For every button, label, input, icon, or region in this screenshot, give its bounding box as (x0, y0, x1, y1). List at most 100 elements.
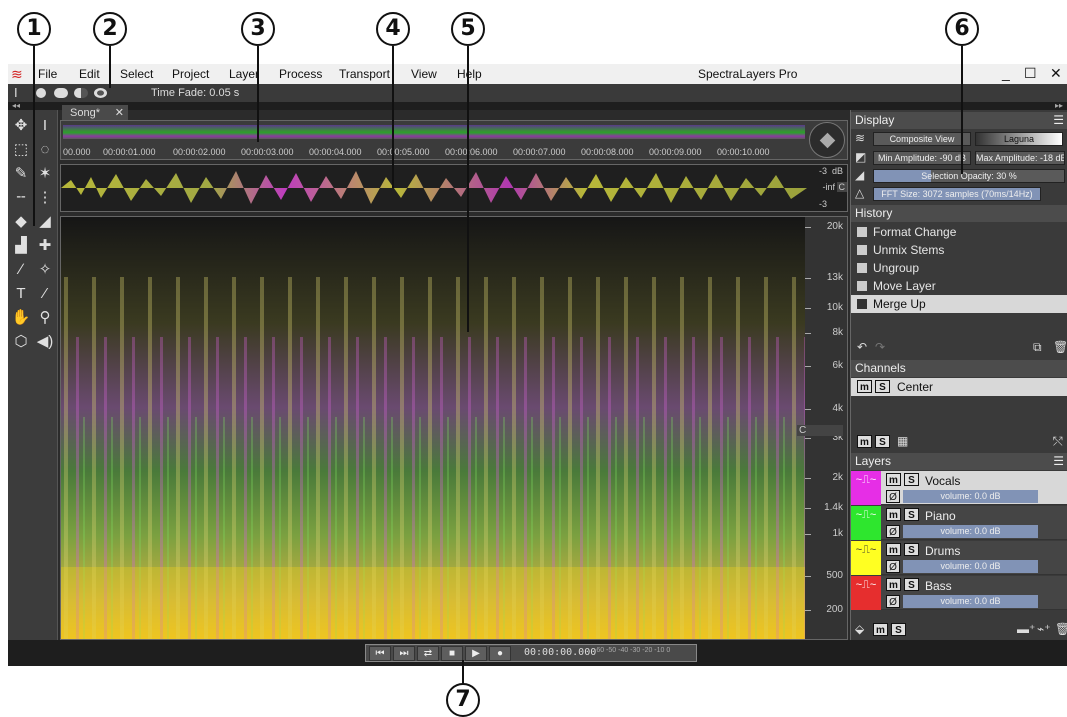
close-button[interactable]: ✕ (1050, 65, 1062, 81)
record-button[interactable]: ● (489, 646, 511, 661)
layer-solo-button[interactable]: S (904, 508, 919, 521)
overview-strip[interactable] (63, 125, 805, 139)
time-select-tool-icon[interactable]: I (42, 117, 48, 134)
channels-grid-icon[interactable]: ▦ (897, 434, 909, 448)
undo-icon[interactable]: ↶ (857, 340, 868, 354)
fade-shape-1-icon[interactable] (36, 88, 46, 98)
layers-solo-all-button[interactable]: S (891, 623, 906, 636)
freehand-select-icon[interactable]: ╌ (16, 189, 26, 206)
rectangle-select-icon[interactable]: ⬚ (13, 141, 29, 158)
navigator-widget[interactable] (809, 122, 845, 158)
layer-mute-button[interactable]: m (886, 473, 901, 486)
pencil-icon[interactable]: ∕ (19, 261, 23, 278)
layer-mute-button[interactable]: m (886, 543, 901, 556)
dropper-icon[interactable]: ⁄ (43, 285, 47, 302)
layer-solo-button[interactable]: S (904, 473, 919, 486)
layer-row-vocals[interactable]: ~⎍~ m S Vocals Ø volume: 0.0 dB (851, 471, 1067, 505)
timeline-overview[interactable]: 00.000 00:00:01.000 00:00:02.000 00:00:0… (60, 120, 848, 160)
soft-eraser-icon[interactable]: ◢ (39, 213, 51, 230)
lasso-select-icon[interactable]: ◌ (40, 141, 50, 158)
magic-wand-icon[interactable]: ✶ (38, 165, 52, 182)
min-amplitude-slider[interactable]: Min Amplitude: -90 dB (873, 151, 971, 165)
brush-select-icon[interactable]: ✎ (14, 165, 28, 182)
selection-opacity-slider[interactable]: Selection Opacity: 30 % (873, 169, 1065, 183)
menu-transport[interactable]: Transport (339, 67, 390, 81)
new-audio-layer-icon[interactable]: ⌁⁺ (1037, 622, 1051, 636)
stop-button[interactable]: ■ (441, 646, 463, 661)
layer-row-piano[interactable]: ~⎍~ m S Piano Ø volume: 0.0 dB (851, 506, 1067, 540)
channels-split-icon[interactable]: ⤲ (1053, 434, 1063, 448)
spectrogram-view[interactable]: 20k 13k 10k 8k 6k 4k 3k 2k 1.4k 1k 500 2… (60, 216, 848, 640)
menu-project[interactable]: Project (172, 67, 210, 81)
layer-phase-button[interactable]: Ø (886, 595, 900, 608)
channel-row[interactable]: m S Center (851, 378, 1067, 396)
menu-file[interactable]: File (38, 67, 58, 81)
menu-process[interactable]: Process (279, 67, 323, 81)
eraser-icon[interactable]: ◆ (15, 213, 27, 230)
channels-solo-all-button[interactable]: S (875, 435, 890, 448)
text-tool-icon[interactable]: T (16, 285, 26, 302)
heal-icon[interactable]: ✚ (38, 237, 52, 254)
menu-help[interactable]: Help (457, 67, 482, 81)
menu-select[interactable]: Select (120, 67, 154, 81)
view-mode-select[interactable]: Composite View (873, 132, 971, 146)
display-menu-icon[interactable]: ☰ (1053, 113, 1064, 127)
max-amplitude-slider[interactable]: Max Amplitude: -18 dB (975, 151, 1065, 165)
history-copy-icon[interactable]: ⧉ (1033, 340, 1042, 354)
colormap-select[interactable]: Laguna (975, 132, 1063, 146)
fft-size-slider[interactable]: FFT Size: 3072 samples (70ms/14Hz) (873, 187, 1041, 201)
layer-row-bass[interactable]: ~⎍~ m S Bass Ø volume: 0.0 dB (851, 576, 1067, 610)
menu-edit[interactable]: Edit (79, 67, 100, 81)
layer-row-drums[interactable]: ~⎍~ m S Drums Ø volume: 0.0 dB (851, 541, 1067, 575)
fade-shape-2-icon[interactable] (54, 88, 68, 98)
layer-color-swatch[interactable]: ~⎍~ (851, 506, 881, 540)
collapse-left-icon[interactable]: ◂◂ (12, 101, 21, 110)
layer-phase-button[interactable]: Ø (886, 490, 900, 503)
play-button[interactable]: ▶ (465, 646, 487, 661)
channel-mute-button[interactable]: m (857, 380, 872, 393)
channels-mute-all-button[interactable]: m (857, 435, 872, 448)
frequency-select-icon[interactable]: ⋮ (37, 189, 53, 206)
layer-phase-button[interactable]: Ø (886, 560, 900, 573)
history-item[interactable]: Format Change (851, 223, 1067, 241)
zoom-tool-icon[interactable]: ⚲ (39, 309, 51, 326)
speaker-icon[interactable]: ◀) (36, 333, 54, 350)
3d-view-icon[interactable]: ⬡ (14, 333, 28, 350)
layer-color-swatch[interactable]: ~⎍~ (851, 541, 881, 575)
document-tab[interactable]: Song* ✕ (62, 105, 128, 121)
redo-icon[interactable]: ↷ (875, 340, 886, 354)
history-item[interactable]: Move Layer (851, 277, 1067, 295)
layer-solo-button[interactable]: S (904, 543, 919, 556)
go-to-end-button[interactable]: ⏭ (393, 646, 415, 661)
channel-solo-button[interactable]: S (875, 380, 890, 393)
fade-shape-3-icon[interactable] (74, 88, 88, 98)
layers-mute-all-button[interactable]: m (873, 623, 888, 636)
layer-solo-button[interactable]: S (904, 578, 919, 591)
delete-layer-icon[interactable]: 🗑 (1055, 622, 1067, 636)
menu-view[interactable]: View (411, 67, 437, 81)
layer-color-swatch[interactable]: ~⎍~ (851, 576, 881, 610)
minimize-button[interactable]: _ (1002, 65, 1010, 81)
layer-volume-slider[interactable]: volume: 0.0 dB (903, 560, 1038, 573)
layer-volume-slider[interactable]: volume: 0.0 dB (903, 490, 1038, 503)
loop-button[interactable]: ⇄ (417, 646, 439, 661)
history-delete-icon[interactable]: 🗑 (1053, 340, 1067, 354)
collapse-right-icon[interactable]: ▸▸ (1054, 101, 1063, 110)
layer-volume-slider[interactable]: volume: 0.0 dB (903, 525, 1038, 538)
close-tab-icon[interactable]: ✕ (114, 107, 124, 119)
hand-tool-icon[interactable]: ✋ (11, 309, 31, 326)
fade-shape-4-icon[interactable] (94, 88, 107, 98)
layer-volume-slider[interactable]: volume: 0.0 dB (903, 595, 1038, 608)
layer-fill-icon[interactable]: ⬙ (855, 622, 865, 636)
waveform-view[interactable]: -3 dB -inf -3 C (60, 164, 848, 212)
move-tool-icon[interactable]: ✥ (14, 117, 28, 134)
time-fade-value[interactable]: Time Fade: 0.05 s (151, 87, 240, 99)
new-layer-icon[interactable]: ▬⁺ (1017, 622, 1036, 636)
history-item[interactable]: Ungroup (851, 259, 1067, 277)
clone-stamp-icon[interactable]: ▟ (15, 237, 27, 254)
menu-layer[interactable]: Layer (229, 67, 260, 81)
go-to-start-button[interactable]: ⏮ (369, 646, 391, 661)
layer-mute-button[interactable]: m (886, 508, 901, 521)
layer-mute-button[interactable]: m (886, 578, 901, 591)
history-item[interactable]: Unmix Stems (851, 241, 1067, 259)
